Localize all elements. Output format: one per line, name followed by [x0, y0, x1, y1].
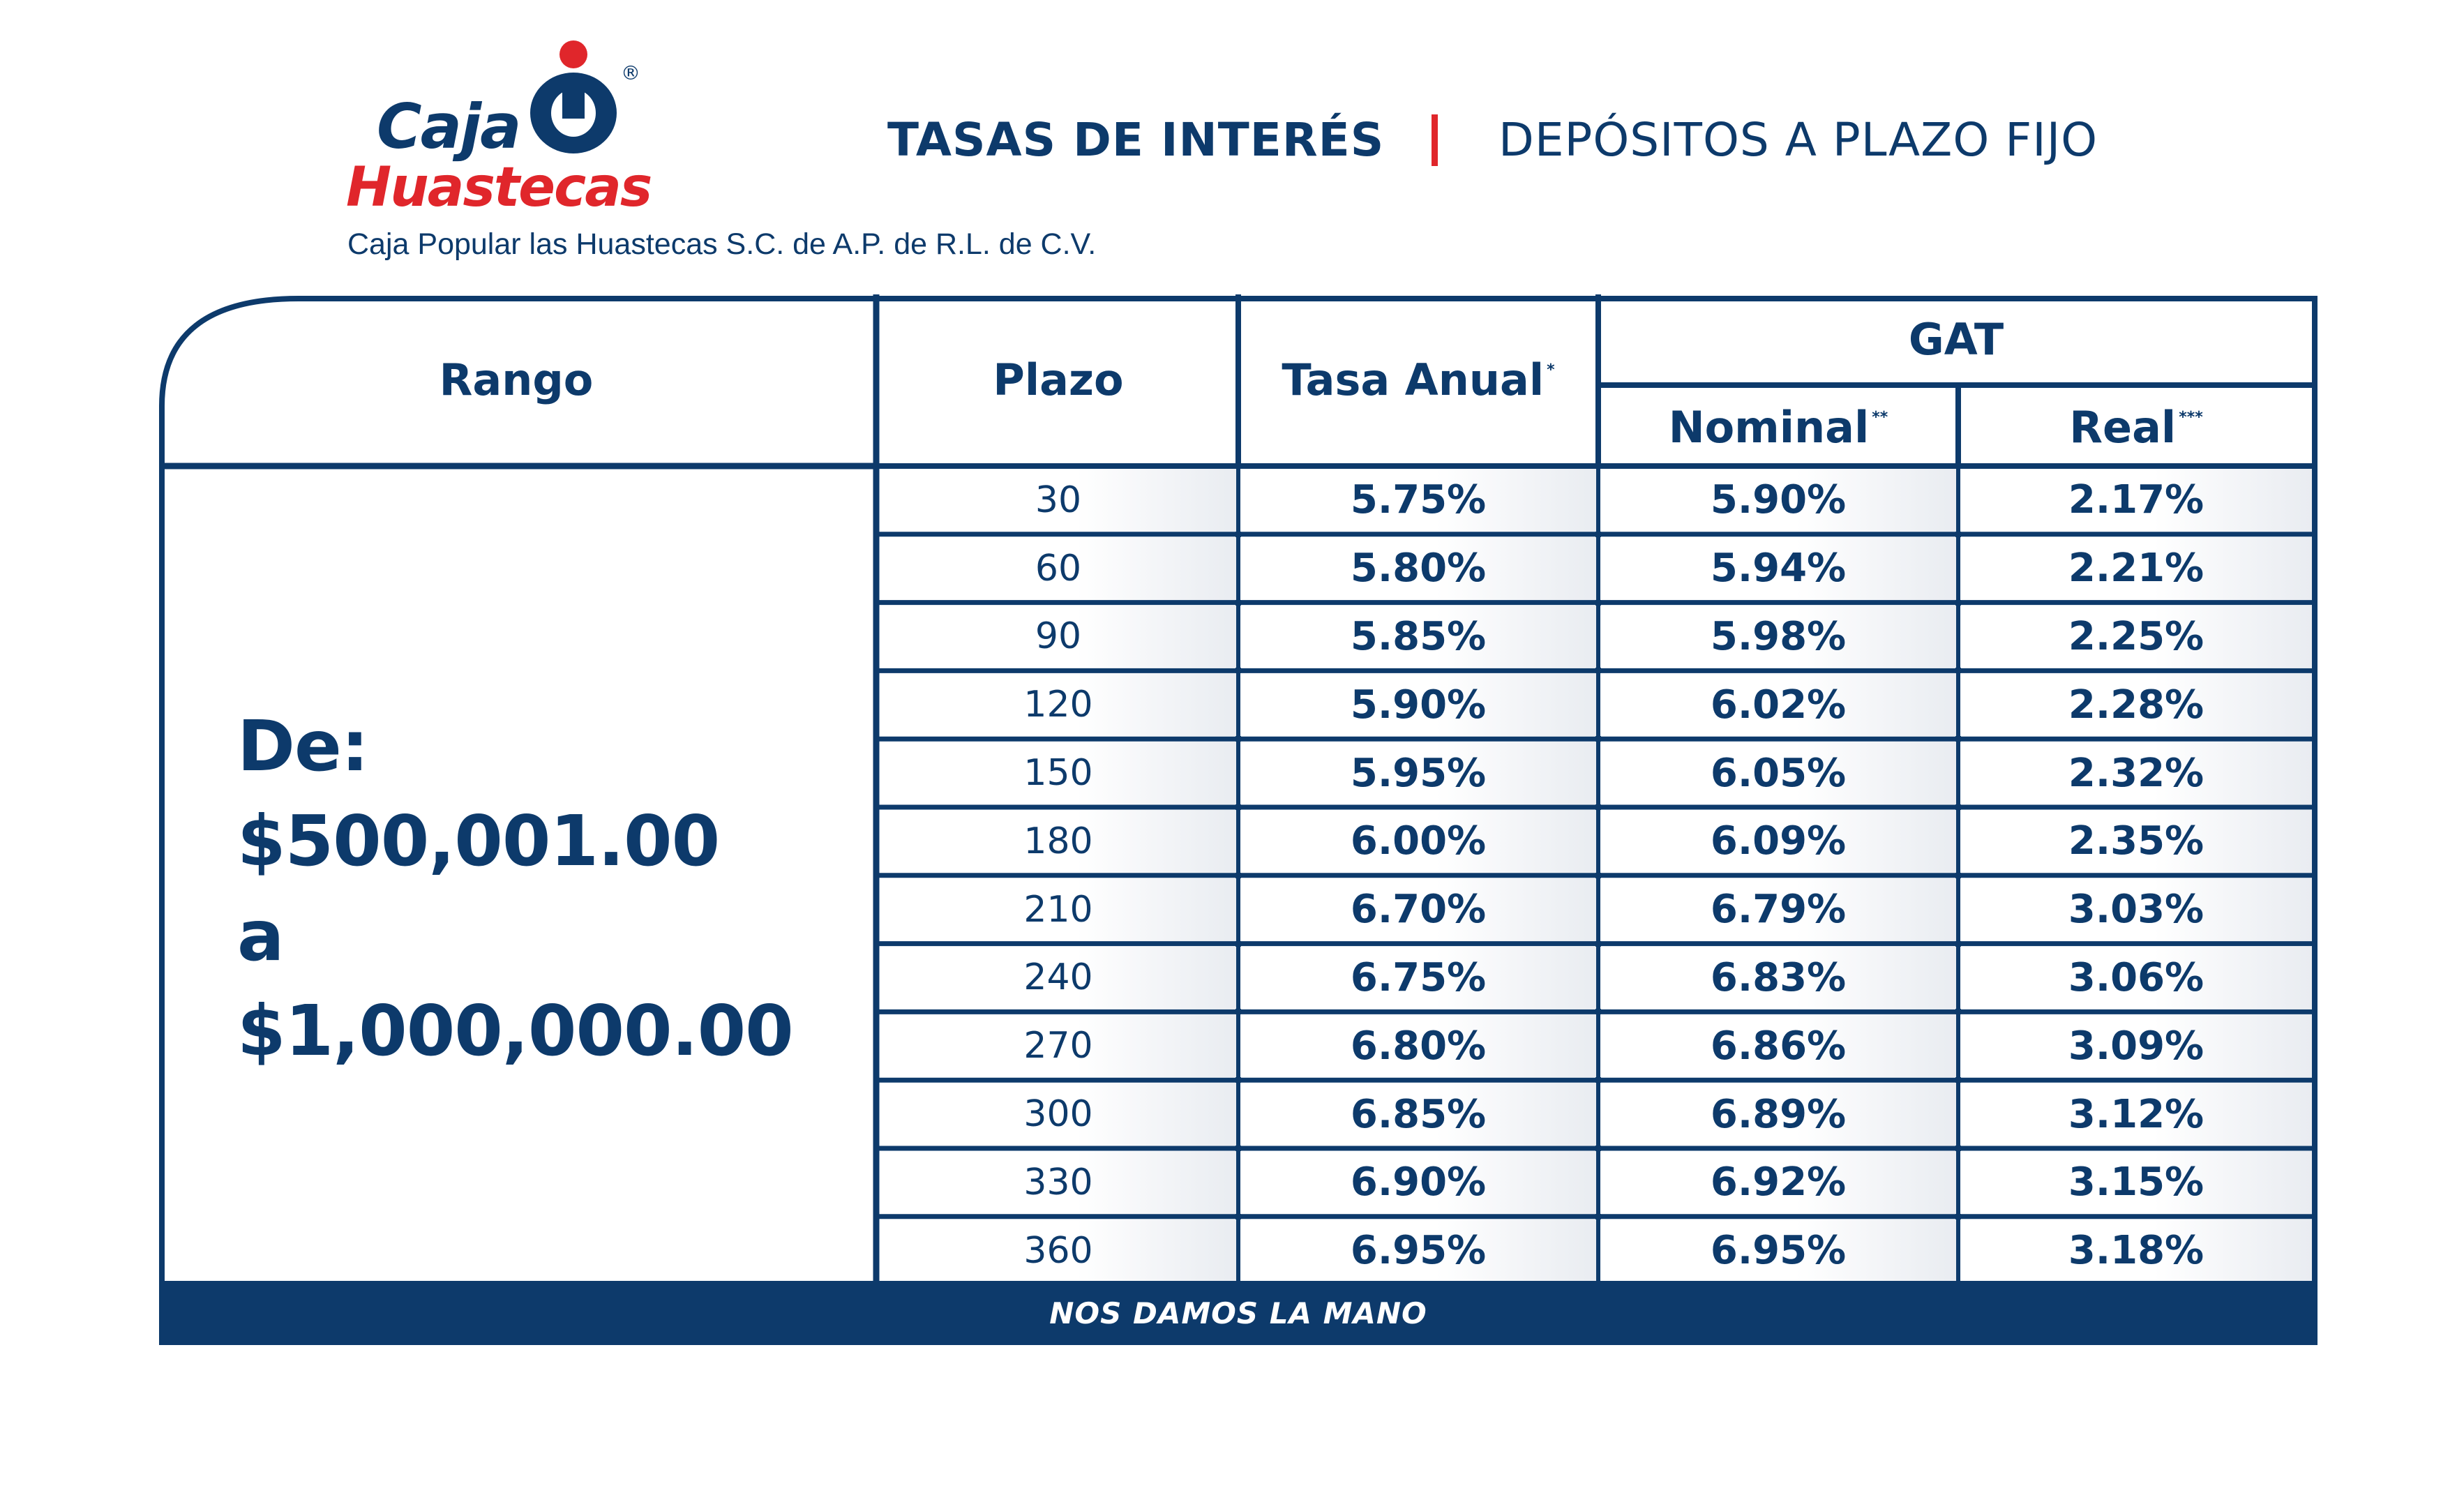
range-from-label: De:: [237, 705, 369, 787]
cell-gat-real: 2.25%: [1960, 605, 2312, 668]
title-separator: [1432, 114, 1438, 166]
cell-term: 150: [880, 742, 1236, 804]
annual-rate-footnote-mark: *: [1547, 361, 1555, 379]
column-header-annual-rate-label: Tasa Anual: [1282, 354, 1545, 405]
column-header-term: Plazo: [880, 294, 1236, 465]
cell-annual-rate: 6.00%: [1240, 810, 1596, 873]
cell-gat-nominal: 5.90%: [1600, 469, 1956, 532]
cell-gat-real: 2.32%: [1960, 742, 2312, 804]
cell-gat-nominal: 6.05%: [1600, 742, 1956, 804]
column-header-range-label: Rango: [439, 354, 594, 405]
cell-annual-rate: 5.85%: [1240, 605, 1596, 668]
cell-term: 60: [880, 536, 1236, 600]
cell-gat-nominal: 5.94%: [1600, 536, 1956, 600]
cell-annual-rate: 6.80%: [1240, 1014, 1596, 1078]
rates-table: Rango Plazo Tasa Anual * GAT Nominal ** Re…: [159, 294, 2317, 1345]
cell-annual-rate: 6.85%: [1240, 1083, 1596, 1146]
cell-term: 90: [880, 605, 1236, 668]
cell-gat-real: 3.18%: [1960, 1219, 2312, 1282]
cell-gat-nominal: 6.79%: [1600, 878, 1956, 941]
cell-gat-real: 3.06%: [1960, 946, 2312, 1009]
deposit-range: De: $500,001.00 a $1,000,000.00: [237, 699, 794, 1079]
cell-gat-real: 2.28%: [1960, 673, 2312, 737]
caja-huastecas-logo: ® Caja Huastecas: [342, 36, 677, 225]
nominal-footnote-mark: **: [1872, 408, 1888, 426]
logo-word-huastecas: Huastecas: [346, 156, 652, 219]
cell-annual-rate: 5.90%: [1240, 673, 1596, 737]
cell-term: 300: [880, 1083, 1236, 1146]
cell-term: 240: [880, 946, 1236, 1009]
cell-annual-rate: 6.70%: [1240, 878, 1596, 941]
cell-annual-rate: 5.80%: [1240, 536, 1596, 600]
cell-annual-rate: 5.95%: [1240, 742, 1596, 804]
cell-term: 330: [880, 1151, 1236, 1214]
cell-gat-nominal: 6.95%: [1600, 1219, 1956, 1282]
cell-gat-nominal: 5.98%: [1600, 605, 1956, 668]
page-title-interest-rates: TASAS DE INTERÉS: [887, 113, 1385, 167]
column-header-annual-rate: Tasa Anual *: [1240, 294, 1596, 465]
cell-term: 180: [880, 810, 1236, 873]
cell-gat-nominal: 6.83%: [1600, 946, 1956, 1009]
cell-gat-real: 2.35%: [1960, 810, 2312, 873]
cell-gat-nominal: 6.89%: [1600, 1083, 1956, 1146]
registered-mark: ®: [621, 61, 640, 84]
range-max-amount: $1,000,000.00: [237, 990, 794, 1072]
cell-gat-nominal: 6.86%: [1600, 1014, 1956, 1078]
range-min-amount: $500,001.00: [237, 800, 720, 882]
real-footnote-mark: ***: [2179, 408, 2203, 426]
table-footer-slogan: NOS DAMOS LA MANO: [159, 1281, 2317, 1345]
page-subtitle-fixed-deposits: DEPÓSITOS A PLAZO FIJO: [1498, 113, 2098, 167]
cell-term: 120: [880, 673, 1236, 737]
logo-word-caja: Caja: [377, 91, 522, 163]
column-header-nominal-label: Nominal: [1668, 401, 1870, 453]
cell-annual-rate: 6.90%: [1240, 1151, 1596, 1214]
cell-gat-nominal: 6.92%: [1600, 1151, 1956, 1214]
cell-term: 30: [880, 469, 1236, 532]
column-header-gat: GAT: [1600, 294, 2312, 384]
range-to-label: a: [237, 895, 284, 977]
table-grid-lines: [159, 294, 2317, 1285]
column-header-real: Real ***: [1960, 388, 2312, 466]
cell-gat-real: 3.03%: [1960, 878, 2312, 941]
column-header-gat-label: GAT: [1908, 313, 2004, 365]
table-outer-border: [159, 296, 2317, 1285]
brand-tagline: Caja Popular las Huastecas S.C. de A.P. …: [347, 227, 1097, 261]
cell-term: 270: [880, 1014, 1236, 1078]
cell-gat-real: 2.21%: [1960, 536, 2312, 600]
cell-gat-real: 2.17%: [1960, 469, 2312, 532]
cell-term: 210: [880, 878, 1236, 941]
cell-gat-nominal: 6.09%: [1600, 810, 1956, 873]
cell-gat-real: 3.09%: [1960, 1014, 2312, 1078]
cell-annual-rate: 6.95%: [1240, 1219, 1596, 1282]
column-header-range: Rango: [159, 294, 873, 465]
column-header-nominal: Nominal **: [1600, 388, 1956, 466]
cell-gat-real: 3.15%: [1960, 1151, 2312, 1214]
column-header-real-label: Real: [2069, 401, 2177, 453]
cell-gat-nominal: 6.02%: [1600, 673, 1956, 737]
cell-gat-real: 3.12%: [1960, 1083, 2312, 1146]
logo-mark-icon: [530, 40, 617, 153]
cell-annual-rate: 6.75%: [1240, 946, 1596, 1009]
cell-annual-rate: 5.75%: [1240, 469, 1596, 532]
column-header-term-label: Plazo: [993, 354, 1124, 405]
cell-term: 360: [880, 1219, 1236, 1282]
